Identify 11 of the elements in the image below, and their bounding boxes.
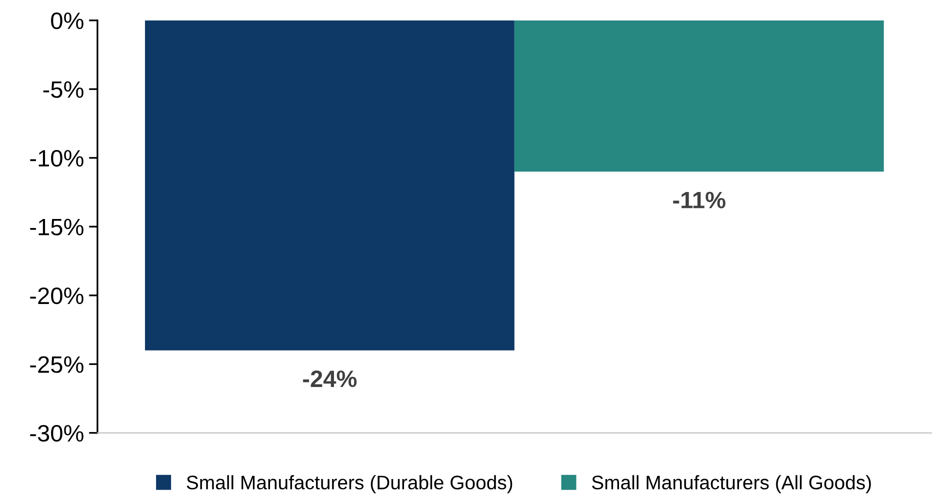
y-tick-label: -10% — [30, 150, 84, 167]
legend-label: Small Manufacturers (All Goods) — [592, 475, 871, 494]
y-tick-label: -25% — [30, 356, 84, 373]
data-label: -11% — [673, 192, 726, 208]
y-tick-label: -30% — [30, 424, 84, 442]
y-tick-label: -15% — [30, 218, 84, 236]
data-label: -24% — [303, 370, 357, 388]
y-tick-label: -5% — [43, 81, 84, 98]
legend-label: Small Manufacturers (Durable Goods) — [186, 475, 512, 494]
y-tick-label: 0% — [51, 12, 84, 30]
y-tick-label: -20% — [30, 287, 84, 304]
